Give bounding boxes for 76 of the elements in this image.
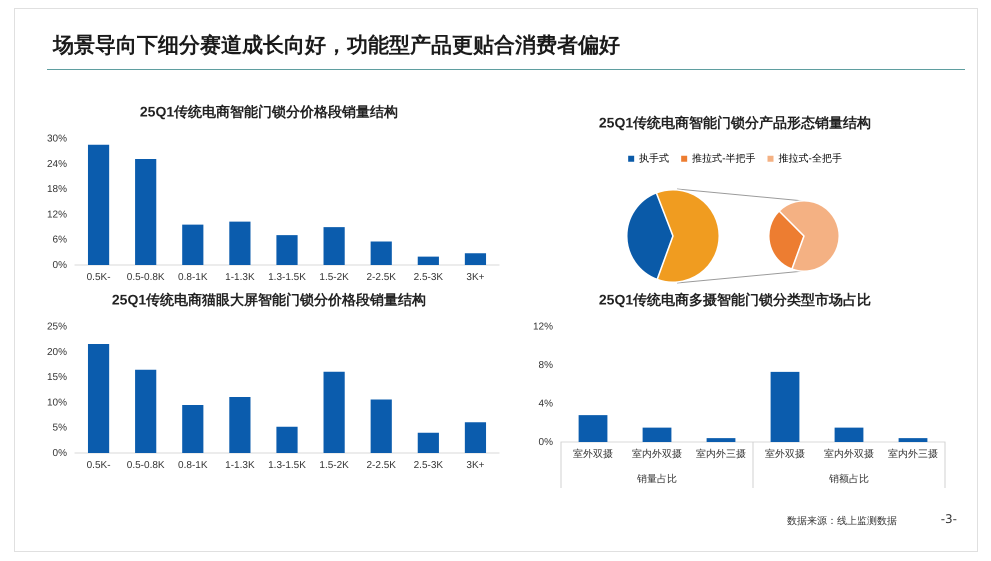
bar: [770, 372, 800, 442]
x-tick-label: 室内外双摄: [632, 448, 682, 460]
legend-label: 执手式: [639, 152, 670, 165]
bar: [324, 372, 345, 453]
y-tick-label: 0%: [538, 436, 554, 448]
x-tick-label: 1.3-1.5K: [268, 460, 306, 471]
x-tick-label: 3K+: [466, 460, 485, 471]
bar: [418, 256, 439, 265]
bar: [135, 370, 156, 453]
bar: [324, 227, 345, 265]
bar: [706, 438, 736, 442]
y-tick-label: 5%: [52, 422, 68, 434]
bar: [229, 222, 250, 265]
x-tick-label: 室内外双摄: [824, 448, 874, 460]
x-tick-label: 0.5-0.8K: [126, 272, 165, 283]
x-tick-label: 1.3-1.5K: [268, 272, 306, 283]
x-tick-label: 0.8-1K: [178, 272, 208, 283]
chart-title: 25Q1传统电商多摄智能门锁分类型市场占比: [598, 291, 872, 308]
x-tick-label: 2-2.5K: [366, 460, 396, 471]
x-tick-label: 0.5K-: [86, 272, 111, 283]
bar: [464, 253, 486, 265]
x-tick-label: 0.8-1K: [178, 460, 208, 471]
x-tick-label: 0.5-0.8K: [126, 460, 165, 471]
y-tick-label: 18%: [47, 184, 68, 196]
x-tick-label: 室外双摄: [765, 448, 806, 460]
text: 场景导向下细分赛道成长向好，功能型产品更贴合消费者偏好: [53, 32, 620, 59]
bar: [370, 399, 392, 453]
x-tick-label: 1.5-2K: [319, 272, 350, 283]
y-tick-label: 12%: [533, 322, 554, 333]
chart-title: 25Q1传统电商猫眼大屏智能门锁分价格段销量结构: [112, 291, 426, 308]
bar: [418, 432, 439, 453]
x-tick-label: 室外双摄: [573, 448, 614, 460]
x-tick-label: 1-1.3K: [225, 272, 255, 283]
bar: [88, 344, 110, 453]
y-tick-label: 12%: [47, 209, 68, 220]
legend-label: 推拉式-半把手: [692, 152, 756, 165]
bar: [182, 405, 204, 453]
y-tick-label: 30%: [47, 134, 68, 145]
bar: [276, 426, 298, 453]
chart-title: 25Q1传统电商智能门锁分产品形态销量结构: [598, 114, 872, 130]
bar: [276, 235, 298, 265]
bar: [834, 428, 864, 442]
text: -3-: [940, 512, 957, 526]
bar: [182, 224, 204, 265]
y-tick-label: 15%: [47, 372, 68, 384]
x-tick-label: 2.5-3K: [414, 272, 444, 283]
x-tick-label: 0.5K-: [86, 460, 111, 471]
bar: [135, 158, 156, 265]
text: 销额占比: [828, 473, 870, 485]
x-tick-label: 2.5-3K: [414, 460, 444, 471]
bar: [464, 422, 486, 453]
x-tick-label: 1-1.3K: [225, 460, 255, 471]
x-tick-label: 室内外三摄: [696, 448, 746, 460]
x-tick-label: 3K+: [466, 272, 485, 283]
text: 销量占比: [636, 473, 678, 485]
y-tick-label: 25%: [47, 322, 68, 333]
x-tick-label: 2-2.5K: [366, 272, 396, 283]
chart-title: 25Q1传统电商智能门锁分价格段销量结构: [140, 103, 398, 120]
y-tick-label: 8%: [538, 360, 554, 371]
y-tick-label: 24%: [47, 158, 68, 170]
y-tick-label: 0%: [52, 260, 68, 271]
bar: [229, 396, 250, 453]
y-tick-label: 6%: [52, 234, 68, 246]
x-tick-label: 室内外三摄: [888, 448, 938, 460]
bar: [88, 144, 110, 265]
y-tick-label: 20%: [47, 346, 68, 358]
y-tick-label: 4%: [538, 398, 554, 410]
y-tick-label: 10%: [47, 397, 68, 408]
x-tick-label: 1.5-2K: [319, 460, 350, 471]
legend-label: 推拉式-全把手: [778, 152, 842, 165]
bar: [642, 428, 672, 442]
source-note: 数据来源：线上监测数据: [787, 514, 897, 528]
bar: [578, 415, 608, 442]
bar: [898, 438, 928, 442]
y-tick-label: 0%: [52, 448, 68, 459]
bar: [370, 241, 392, 265]
